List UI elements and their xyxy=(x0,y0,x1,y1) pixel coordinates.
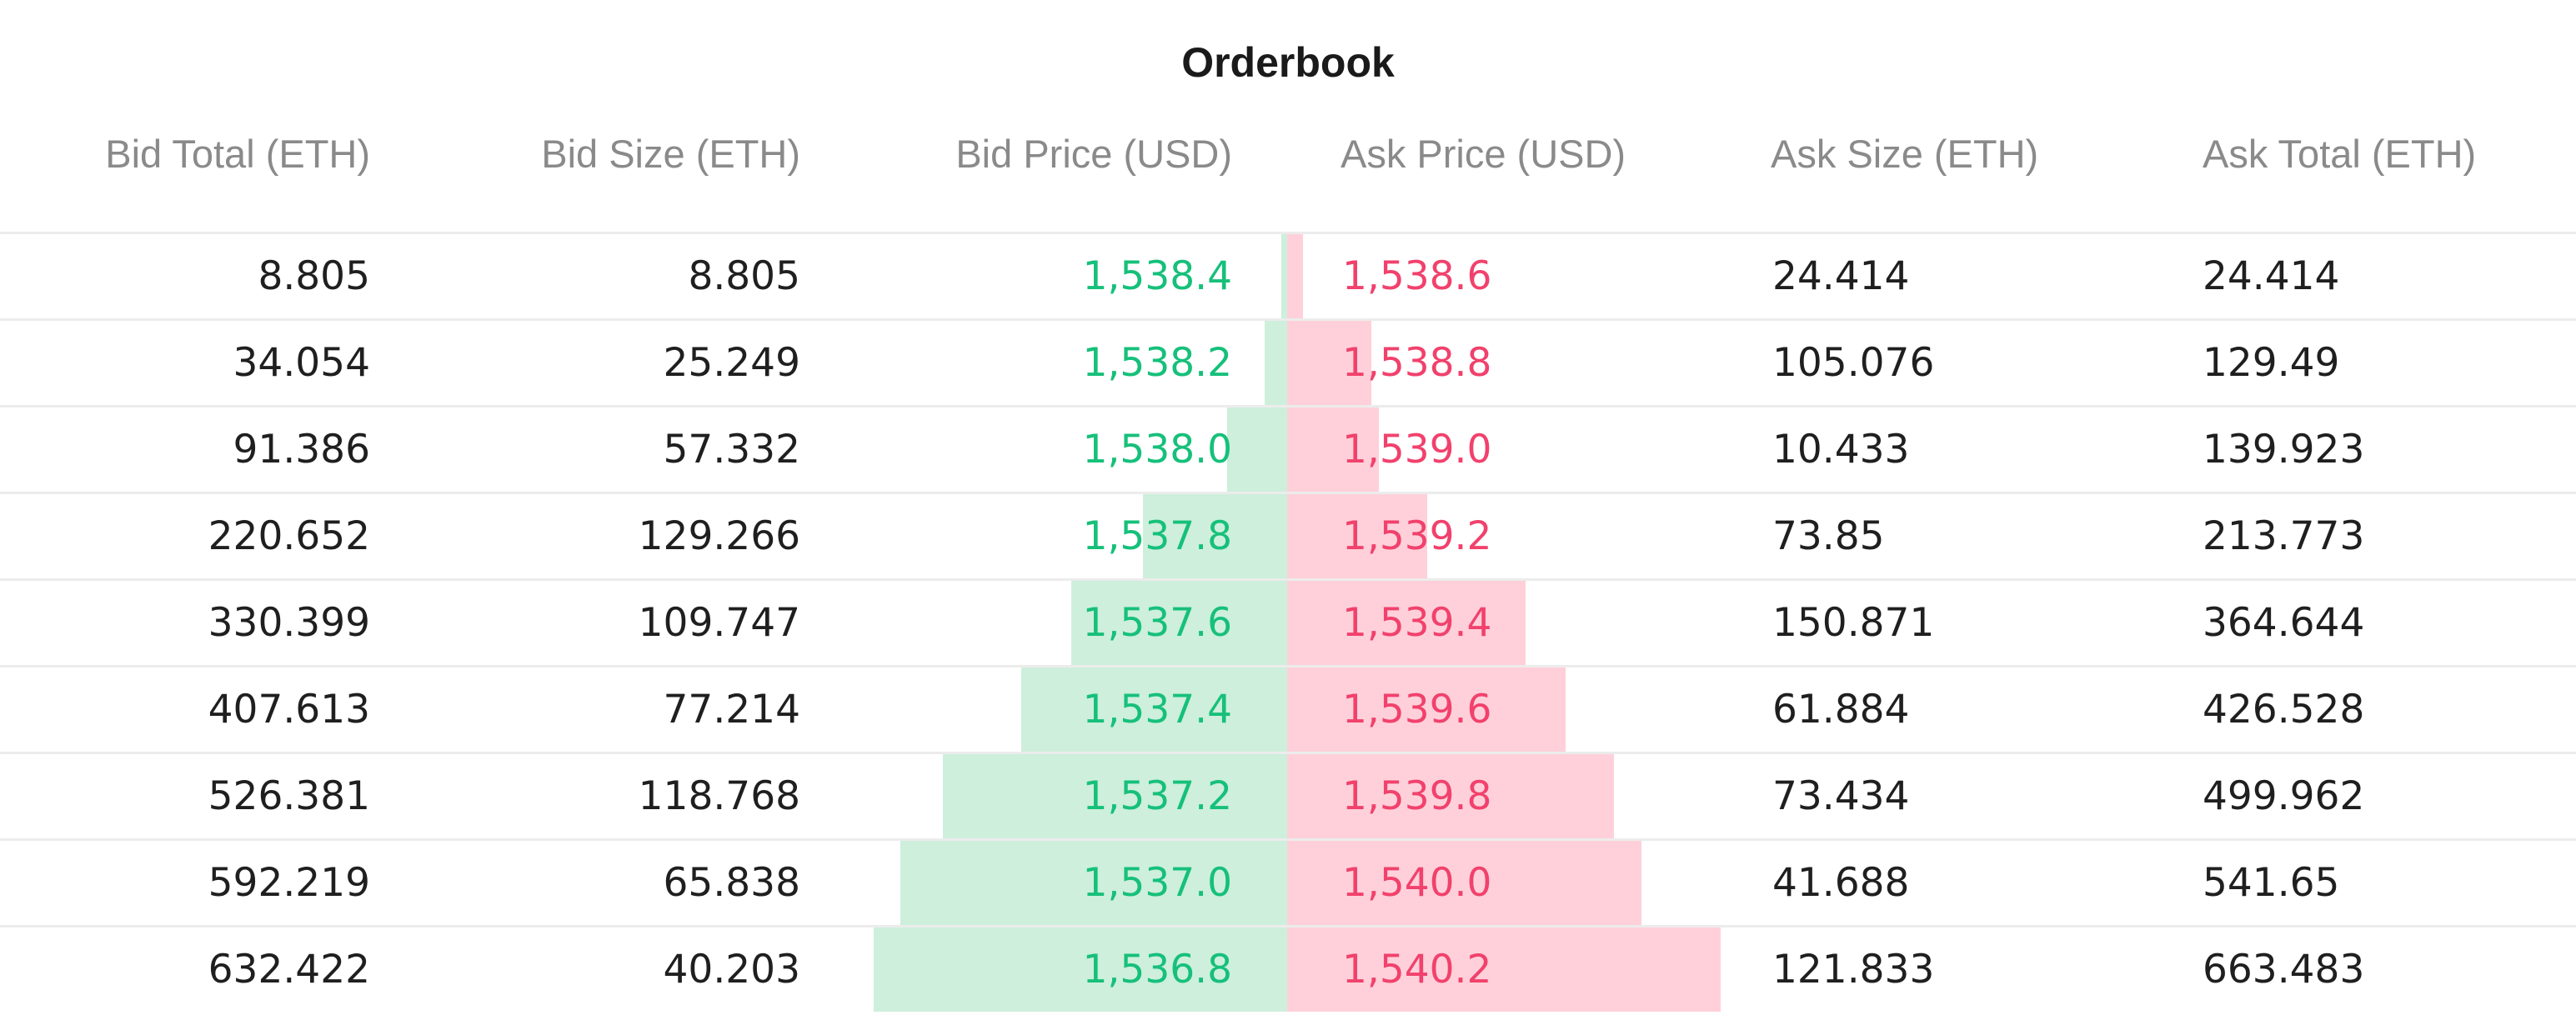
ask-price-cell: 1,540.2 xyxy=(1342,947,1492,992)
bid-total-cell: 632.422 xyxy=(208,947,370,992)
ask-total-cell: 139.923 xyxy=(2203,427,2365,472)
bid-total-cell: 220.652 xyxy=(208,513,370,559)
ask-depth-bar xyxy=(1287,581,1526,665)
header-ask-total: Ask Total (ETH) xyxy=(2203,132,2477,176)
bid-depth-bar xyxy=(874,928,1287,1012)
header-bid-total: Bid Total (ETH) xyxy=(105,132,370,176)
ask-price-cell: 1,538.8 xyxy=(1342,340,1492,386)
bid-depth-bar xyxy=(1265,321,1287,405)
ask-depth-bar xyxy=(1287,928,1721,1012)
ask-depth-bar xyxy=(1287,408,1379,492)
bid-size-cell: 77.214 xyxy=(663,687,800,732)
bid-price-cell: 1,537.8 xyxy=(1082,513,1232,559)
bid-depth-bar xyxy=(1143,494,1287,578)
ask-price-cell: 1,539.4 xyxy=(1342,600,1492,646)
orderbook-row[interactable]: 34.054 25.249 1,538.2 1,538.8 105.076 129.49 xyxy=(0,318,2576,405)
ask-price-cell: 1,539.0 xyxy=(1342,427,1492,472)
ask-depth-bar xyxy=(1287,234,1303,318)
ask-price-cell: 1,538.6 xyxy=(1342,253,1492,299)
bid-size-cell: 118.768 xyxy=(638,773,800,819)
orderbook-header: Bid Total (ETH) Bid Size (ETH) Bid Price… xyxy=(0,125,2576,183)
ask-total-cell: 663.483 xyxy=(2203,947,2365,992)
ask-depth-bar xyxy=(1287,841,1641,925)
header-ask-size: Ask Size (ETH) xyxy=(1771,132,2039,176)
ask-size-cell: 73.85 xyxy=(1772,513,1885,559)
bid-size-cell: 129.266 xyxy=(638,513,800,559)
ask-price-cell: 1,539.8 xyxy=(1342,773,1492,819)
ask-depth-bar xyxy=(1287,668,1566,752)
ask-total-cell: 499.962 xyxy=(2203,773,2365,819)
bid-size-cell: 57.332 xyxy=(663,427,800,472)
ask-total-cell: 364.644 xyxy=(2203,600,2365,646)
ask-size-cell: 10.433 xyxy=(1772,427,1910,472)
ask-size-cell: 61.884 xyxy=(1772,687,1910,732)
bid-price-cell: 1,538.2 xyxy=(1082,340,1232,386)
ask-depth-bar xyxy=(1287,754,1614,838)
bid-price-cell: 1,538.4 xyxy=(1082,253,1232,299)
ask-total-cell: 213.773 xyxy=(2203,513,2365,559)
bid-price-cell: 1,537.6 xyxy=(1082,600,1232,646)
orderbook-row[interactable]: 330.399 109.747 1,537.6 1,539.4 150.871 364.6… xyxy=(0,578,2576,665)
orderbook-row[interactable]: 8.805 8.805 1,538.4 1,538.6 24.414 24.414 xyxy=(0,232,2576,318)
bid-total-cell: 592.219 xyxy=(208,860,370,906)
bid-depth-bar xyxy=(1071,581,1287,665)
header-bid-size: Bid Size (ETH) xyxy=(541,132,800,176)
bid-total-cell: 91.386 xyxy=(233,427,370,472)
bid-depth-bar xyxy=(900,841,1287,925)
ask-price-cell: 1,540.0 xyxy=(1342,860,1492,906)
bid-total-cell: 526.381 xyxy=(208,773,370,819)
orderbook-row[interactable]: 91.386 57.332 1,538.0 1,539.0 10.433 139.923 xyxy=(0,405,2576,492)
orderbook-row[interactable]: 632.422 40.203 1,536.8 1,540.2 121.833 663.48… xyxy=(0,925,2576,1012)
bid-size-cell: 8.805 xyxy=(688,253,800,299)
ask-size-cell: 150.871 xyxy=(1772,600,1935,646)
ask-depth-bar xyxy=(1287,321,1371,405)
bid-price-cell: 1,537.4 xyxy=(1082,687,1232,732)
ask-total-cell: 129.49 xyxy=(2203,340,2340,386)
bid-price-cell: 1,536.8 xyxy=(1082,947,1232,992)
ask-size-cell: 73.434 xyxy=(1772,773,1910,819)
bid-depth-bar xyxy=(1281,234,1287,318)
header-ask-price: Ask Price (USD) xyxy=(1341,132,1626,176)
header-bid-price: Bid Price (USD) xyxy=(955,132,1232,176)
bid-total-cell: 8.805 xyxy=(258,253,370,299)
orderbook-row[interactable]: 526.381 118.768 1,537.2 1,539.8 73.434 499.96… xyxy=(0,752,2576,838)
bid-price-cell: 1,537.2 xyxy=(1082,773,1232,819)
bid-price-cell: 1,537.0 xyxy=(1082,860,1232,906)
orderbook-title: Orderbook xyxy=(1181,39,1395,86)
ask-total-cell: 541.65 xyxy=(2203,860,2340,906)
ask-size-cell: 121.833 xyxy=(1772,947,1935,992)
ask-total-cell: 24.414 xyxy=(2203,253,2340,299)
bid-size-cell: 40.203 xyxy=(663,947,800,992)
bid-depth-bar xyxy=(1021,668,1287,752)
orderbook-row[interactable]: 407.613 77.214 1,537.4 1,539.6 61.884 426.528 xyxy=(0,665,2576,752)
orderbook-row[interactable]: 220.652 129.266 1,537.8 1,539.2 73.85 213.773 xyxy=(0,492,2576,578)
bid-total-cell: 407.613 xyxy=(208,687,370,732)
ask-size-cell: 41.688 xyxy=(1772,860,1910,906)
ask-price-cell: 1,539.2 xyxy=(1342,513,1492,559)
ask-size-cell: 24.414 xyxy=(1772,253,1910,299)
bid-size-cell: 25.249 xyxy=(663,340,800,386)
ask-price-cell: 1,539.6 xyxy=(1342,687,1492,732)
bid-depth-bar xyxy=(1227,408,1287,492)
bid-depth-bar xyxy=(943,754,1287,838)
bid-price-cell: 1,538.0 xyxy=(1082,427,1232,472)
ask-size-cell: 105.076 xyxy=(1772,340,1935,386)
bid-total-cell: 330.399 xyxy=(208,600,370,646)
orderbook-rows: 8.805 8.805 1,538.4 1,538.6 24.414 24.414 34.0… xyxy=(0,232,2576,1015)
ask-depth-bar xyxy=(1287,494,1427,578)
bid-size-cell: 65.838 xyxy=(663,860,800,906)
ask-total-cell: 426.528 xyxy=(2203,687,2365,732)
orderbook-row[interactable]: 592.219 65.838 1,537.0 1,540.0 41.688 541.65 xyxy=(0,838,2576,925)
bid-total-cell: 34.054 xyxy=(233,340,370,386)
bid-size-cell: 109.747 xyxy=(638,600,800,646)
